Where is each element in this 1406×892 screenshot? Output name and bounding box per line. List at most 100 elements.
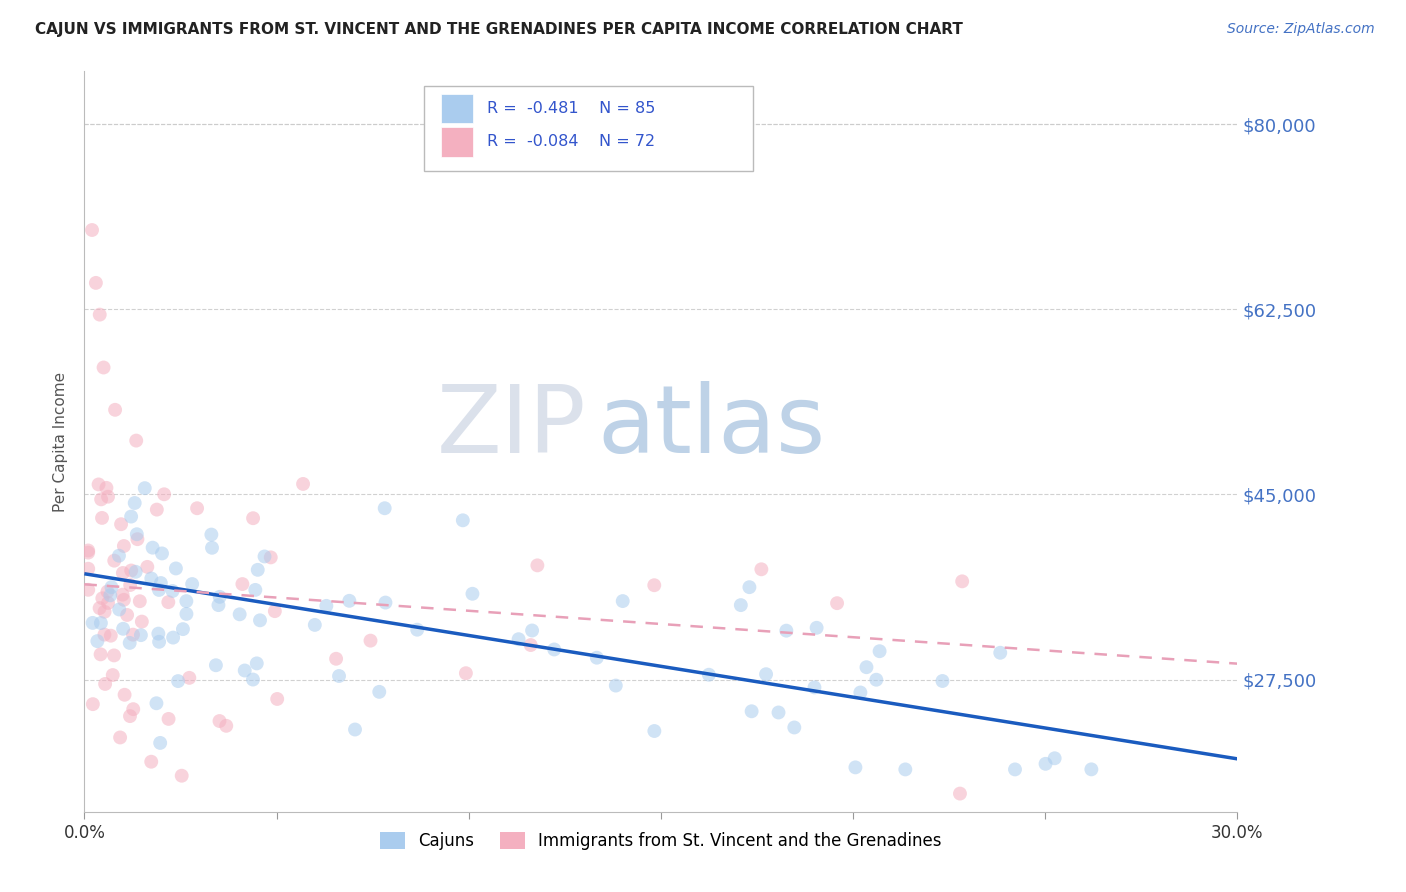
Point	[118, 636, 141, 650]
Point	[111, 588, 134, 602]
Point	[148, 635, 170, 649]
Point	[84, 276, 107, 290]
Point	[454, 666, 477, 681]
Point	[245, 582, 267, 597]
Point	[315, 599, 337, 613]
Text: R =  -0.481    N = 85: R = -0.481 N = 85	[486, 101, 655, 116]
Point	[325, 652, 347, 666]
Point	[141, 572, 163, 586]
Point	[543, 642, 565, 657]
Point	[90, 648, 112, 662]
Point	[508, 632, 530, 647]
Point	[90, 615, 112, 630]
Bar	[440, 94, 472, 123]
Legend: Cajuns, Immigrants from St. Vincent and the Grenadines: Cajuns, Immigrants from St. Vincent and …	[374, 825, 948, 856]
Point	[112, 539, 135, 553]
Point	[242, 673, 264, 687]
Point	[141, 755, 163, 769]
Point	[263, 604, 285, 618]
Point	[266, 692, 288, 706]
Point	[208, 590, 231, 604]
Point	[200, 527, 222, 541]
Point	[519, 638, 541, 652]
Point	[131, 615, 153, 629]
Point	[855, 660, 877, 674]
Point	[108, 602, 131, 616]
Point	[103, 648, 125, 663]
Point	[207, 598, 229, 612]
Point	[605, 679, 627, 693]
Point	[374, 501, 396, 516]
Point	[803, 681, 825, 695]
Text: atlas: atlas	[598, 381, 825, 473]
Point	[100, 629, 122, 643]
Point	[120, 578, 142, 592]
Text: R =  -0.084    N = 72: R = -0.084 N = 72	[486, 134, 655, 149]
Point	[157, 712, 180, 726]
Point	[82, 615, 104, 630]
Point	[115, 607, 138, 622]
Point	[165, 561, 187, 575]
Point	[368, 685, 391, 699]
Point	[950, 574, 973, 589]
Text: Source: ZipAtlas.com: Source: ZipAtlas.com	[1227, 22, 1375, 37]
Point	[167, 674, 190, 689]
Point	[201, 541, 224, 555]
Point	[93, 627, 115, 641]
Point	[136, 560, 159, 574]
Point	[142, 541, 165, 555]
Point	[894, 763, 917, 777]
Point	[122, 702, 145, 716]
Point	[768, 706, 790, 720]
Point	[96, 584, 118, 599]
Point	[149, 736, 172, 750]
Point	[97, 596, 120, 610]
Point	[77, 582, 100, 597]
Point	[118, 709, 141, 723]
Point	[104, 402, 127, 417]
Point	[149, 576, 172, 591]
Point	[148, 582, 170, 597]
Point	[103, 554, 125, 568]
Point	[215, 719, 238, 733]
Point	[775, 624, 797, 638]
Point	[738, 580, 761, 594]
Point	[120, 564, 142, 578]
Point	[127, 532, 149, 546]
Point	[150, 546, 173, 560]
Point	[304, 618, 326, 632]
Point	[77, 543, 100, 558]
Point	[89, 601, 111, 615]
Point	[120, 509, 142, 524]
Point	[869, 644, 891, 658]
Point	[124, 496, 146, 510]
Point	[865, 673, 887, 687]
Point	[122, 627, 145, 641]
Point	[89, 308, 111, 322]
Point	[110, 517, 132, 532]
Point	[77, 562, 100, 576]
Point	[93, 360, 115, 375]
Point	[1080, 763, 1102, 777]
Point	[612, 594, 634, 608]
Point	[643, 724, 665, 739]
Point	[87, 477, 110, 491]
Point	[697, 667, 720, 681]
Point	[125, 565, 148, 579]
Point	[86, 634, 108, 648]
Point	[176, 607, 198, 621]
Point	[162, 631, 184, 645]
Point	[328, 669, 350, 683]
Point	[949, 815, 972, 830]
Point	[162, 584, 184, 599]
Point	[783, 721, 806, 735]
Point	[125, 527, 148, 541]
Point	[526, 558, 548, 573]
Point	[100, 580, 122, 594]
Point	[844, 760, 866, 774]
Bar	[440, 127, 472, 156]
Point	[176, 594, 198, 608]
Point	[292, 477, 315, 491]
Point	[360, 633, 382, 648]
Point	[94, 677, 117, 691]
